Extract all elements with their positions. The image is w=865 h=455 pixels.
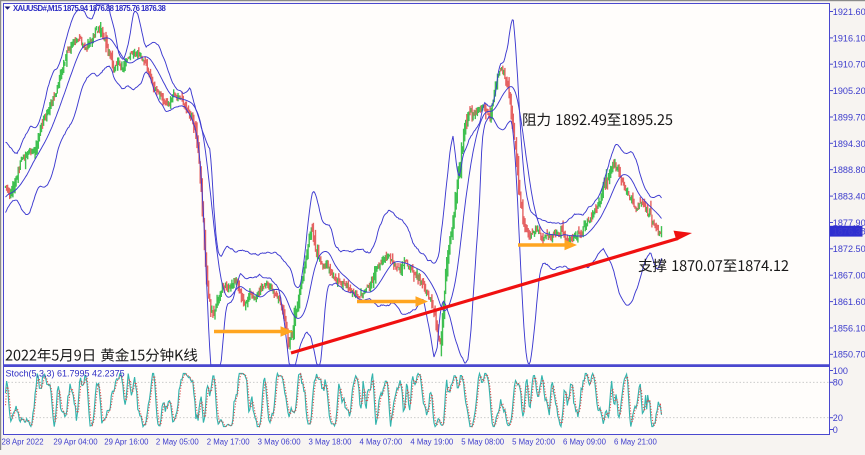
- svg-text:29 Apr 16:00: 29 Apr 16:00: [104, 438, 149, 447]
- svg-text:20: 20: [833, 413, 843, 423]
- svg-text:4 May 19:00: 4 May 19:00: [410, 438, 454, 447]
- svg-text:3 May 06:00: 3 May 06:00: [258, 438, 302, 447]
- svg-text:5 May 08:00: 5 May 08:00: [461, 438, 505, 447]
- svg-text:1867.00: 1867.00: [833, 271, 865, 281]
- svg-text:4 May 07:00: 4 May 07:00: [359, 438, 403, 447]
- svg-text:100: 100: [833, 366, 848, 376]
- svg-text:2 May 17:00: 2 May 17:00: [207, 438, 251, 447]
- svg-text:1921.60: 1921.60: [833, 7, 865, 17]
- svg-text:1861.60: 1861.60: [833, 297, 865, 307]
- svg-text:XAUUSD#,M15 1875.94 1876.88 1: XAUUSD#,M15 1875.94 1876.88 1875.76 1876…: [13, 4, 167, 13]
- svg-text:3 May 18:00: 3 May 18:00: [309, 438, 353, 447]
- svg-text:0: 0: [833, 425, 838, 435]
- svg-text:1872.50: 1872.50: [833, 244, 865, 254]
- svg-text:1888.80: 1888.80: [833, 165, 865, 175]
- svg-text:1876.38: 1876.38: [833, 226, 865, 236]
- svg-text:1916.10: 1916.10: [833, 33, 865, 43]
- svg-text:1883.40: 1883.40: [833, 192, 865, 202]
- svg-text:1899.70: 1899.70: [833, 112, 865, 122]
- svg-text:6 May 21:00: 6 May 21:00: [614, 438, 658, 447]
- svg-text:Stoch(5,3,3) 61.7995 42.2375: Stoch(5,3,3) 61.7995 42.2375: [6, 369, 125, 379]
- svg-text:1910.70: 1910.70: [833, 60, 865, 70]
- svg-text:1877.90: 1877.90: [833, 218, 865, 228]
- svg-text:1905.20: 1905.20: [833, 86, 865, 96]
- svg-text:28 Apr 2022: 28 Apr 2022: [2, 438, 44, 447]
- svg-text:2 May 05:00: 2 May 05:00: [156, 438, 200, 447]
- svg-text:1856.10: 1856.10: [833, 323, 865, 333]
- svg-text:80: 80: [833, 378, 843, 388]
- svg-text:5 May 20:00: 5 May 20:00: [512, 438, 556, 447]
- svg-text:29 Apr 04:00: 29 Apr 04:00: [53, 438, 98, 447]
- svg-text:6 May 09:00: 6 May 09:00: [563, 438, 607, 447]
- svg-text:1850.70: 1850.70: [833, 350, 865, 360]
- svg-text:1894.30: 1894.30: [833, 139, 865, 149]
